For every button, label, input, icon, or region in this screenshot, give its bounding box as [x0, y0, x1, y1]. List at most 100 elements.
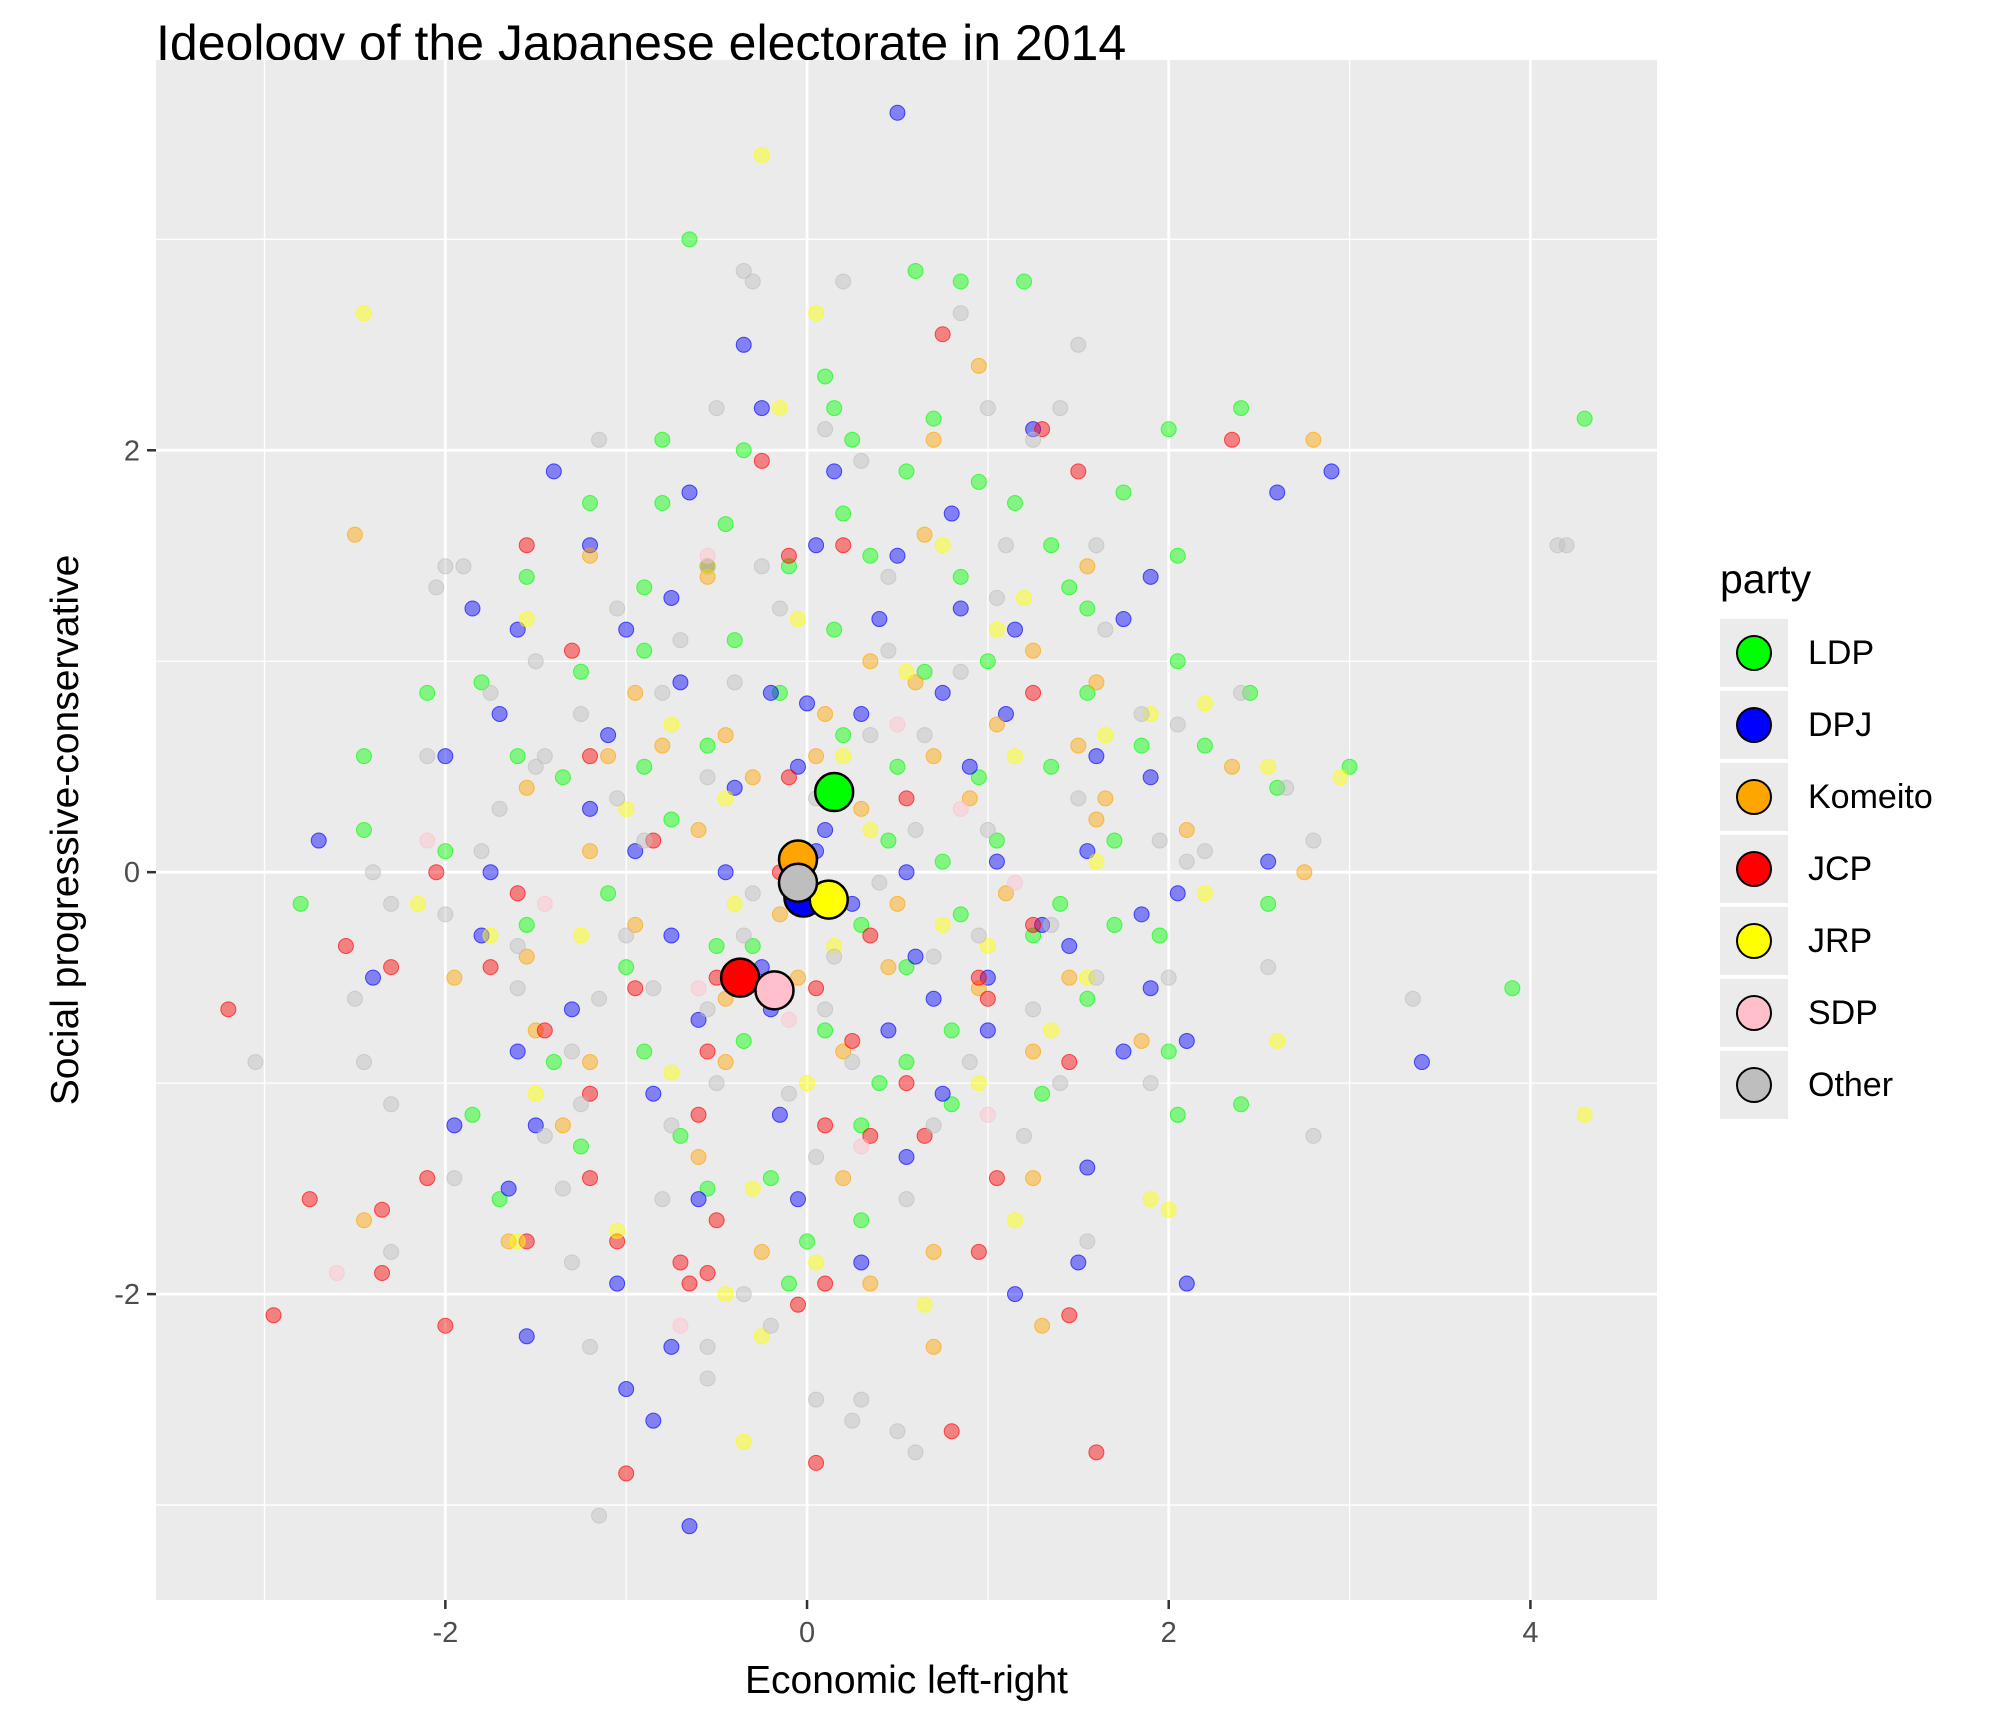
data-point: [690, 822, 707, 838]
series-dpj: [310, 104, 1430, 1535]
data-point: [880, 959, 897, 976]
data-point: [925, 1243, 942, 1260]
data-point: [1052, 895, 1069, 912]
data-point: [1043, 916, 1060, 933]
data-point: [582, 800, 599, 817]
data-point: [744, 1180, 761, 1197]
data-point: [1504, 980, 1521, 997]
data-point: [636, 758, 653, 775]
data-point: [717, 1054, 734, 1071]
x-tick-label: 0: [799, 1617, 815, 1649]
data-point: [509, 938, 526, 955]
data-point: [527, 1085, 544, 1102]
data-point: [871, 1075, 888, 1092]
data-point: [1088, 969, 1105, 986]
data-point: [699, 1001, 716, 1018]
data-point: [735, 927, 752, 944]
data-point: [726, 674, 743, 691]
data-point: [925, 1117, 942, 1134]
data-point: [1196, 885, 1213, 902]
legend-key: [1720, 691, 1788, 759]
data-point: [1007, 1212, 1024, 1229]
data-point: [690, 1106, 707, 1123]
data-point: [1025, 1170, 1042, 1187]
data-point: [817, 1275, 834, 1292]
data-point: [880, 642, 897, 659]
data-point: [853, 1391, 870, 1408]
data-point: [934, 326, 951, 343]
data-point: [582, 843, 599, 860]
y-axis-label: Social progressive-conservative: [44, 555, 87, 1106]
data-point: [889, 895, 906, 912]
legend-label: Other: [1808, 1065, 1894, 1104]
data-point: [853, 916, 870, 933]
data-point: [771, 684, 788, 701]
data-point: [988, 589, 1005, 606]
mean-point-jcp: [719, 957, 761, 998]
data-point: [789, 969, 806, 986]
data-point: [1079, 969, 1096, 986]
data-point: [482, 927, 499, 944]
data-point: [735, 442, 752, 459]
data-point: [771, 400, 788, 417]
data-point: [735, 336, 752, 353]
data-point: [1160, 969, 1177, 986]
legend-label: LDP: [1808, 633, 1875, 672]
legend-swatch-komeito: [1736, 779, 1772, 815]
data-point: [952, 800, 969, 817]
data-point: [1079, 558, 1096, 575]
data-point: [988, 832, 1005, 849]
data-point: [853, 1117, 870, 1134]
data-point: [663, 811, 680, 828]
data-point: [681, 484, 698, 501]
data-point: [473, 674, 490, 691]
data-point: [1169, 547, 1186, 564]
mean-point-other: [777, 862, 819, 903]
data-point: [817, 1001, 834, 1018]
data-point: [744, 938, 761, 955]
data-point: [1178, 1275, 1195, 1292]
legend-key: [1720, 619, 1788, 687]
data-point: [1169, 1106, 1186, 1123]
data-point: [1160, 1043, 1177, 1060]
data-point: [979, 1106, 996, 1123]
data-point: [808, 1148, 825, 1165]
data-point: [934, 537, 951, 554]
data-point: [609, 600, 626, 617]
data-point: [1025, 431, 1042, 448]
data-point: [862, 547, 879, 564]
data-point: [799, 1233, 816, 1250]
data-point: [1549, 537, 1566, 554]
data-point: [1233, 684, 1250, 701]
data-point: [970, 969, 987, 986]
data-point: [907, 822, 924, 838]
data-point: [889, 758, 906, 775]
data-point: [346, 526, 363, 543]
data-point: [907, 1444, 924, 1461]
data-point: [1133, 906, 1150, 923]
data-point: [536, 1127, 553, 1144]
data-point: [690, 1191, 707, 1208]
data-point: [1097, 621, 1114, 638]
data-point: [826, 948, 843, 965]
data-point: [934, 916, 951, 933]
data-point: [1142, 705, 1159, 722]
data-point: [952, 663, 969, 680]
data-point: [898, 864, 915, 881]
data-point: [518, 1233, 535, 1250]
data-point: [509, 980, 526, 997]
data-point: [880, 568, 897, 585]
data-point: [681, 231, 698, 248]
data-point: [419, 1170, 436, 1187]
data-point: [889, 716, 906, 733]
data-point: [1296, 864, 1313, 881]
data-point: [753, 1328, 770, 1345]
data-point: [699, 1265, 716, 1282]
data-point: [753, 558, 770, 575]
data-point: [835, 273, 852, 290]
data-point: [572, 927, 589, 944]
data-point: [464, 1106, 481, 1123]
data-point: [1043, 537, 1060, 554]
data-point: [374, 1201, 391, 1218]
data-point: [1341, 758, 1358, 775]
